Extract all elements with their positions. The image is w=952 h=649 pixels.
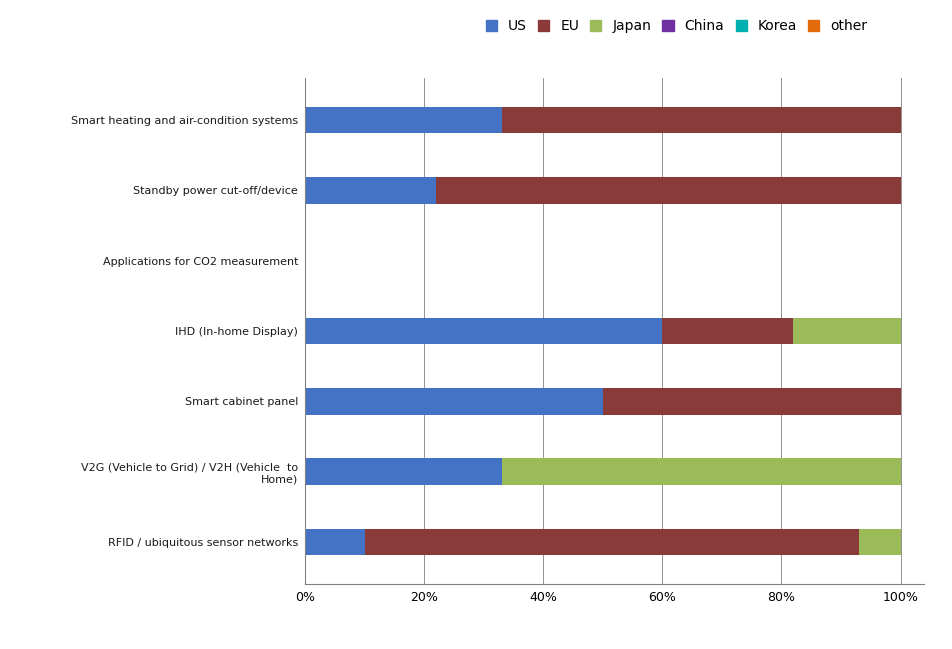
Bar: [792, 317, 900, 345]
Bar: [305, 177, 435, 204]
Bar: [305, 106, 501, 134]
Bar: [501, 458, 900, 485]
Bar: [305, 317, 662, 345]
Bar: [602, 388, 900, 415]
Bar: [662, 317, 792, 345]
Bar: [305, 528, 364, 556]
Bar: [435, 177, 900, 204]
Bar: [858, 528, 900, 556]
Bar: [305, 458, 501, 485]
Bar: [364, 528, 858, 556]
Legend: US, EU, Japan, China, Korea, other: US, EU, Japan, China, Korea, other: [486, 19, 866, 33]
Bar: [305, 388, 602, 415]
Bar: [501, 106, 900, 134]
